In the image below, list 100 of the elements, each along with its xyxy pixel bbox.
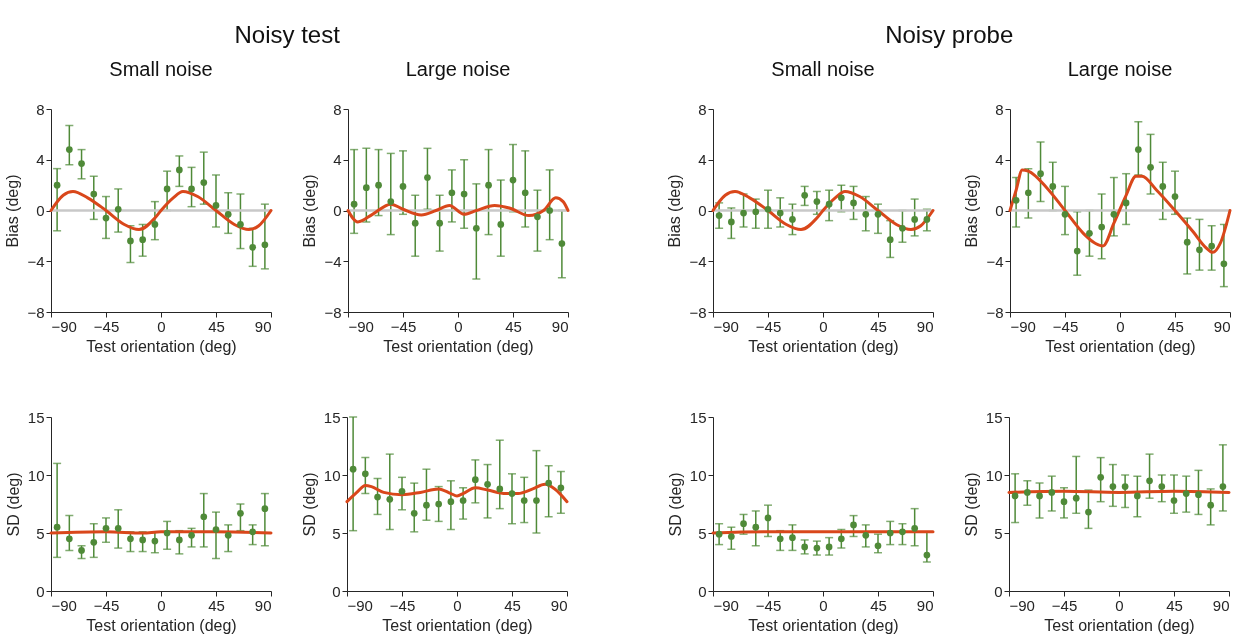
text: Noisy test [234,21,341,48]
x-tick-label: 0 [819,317,828,335]
y-tick-label: −8 [324,303,342,321]
y-tick-label: 4 [698,151,707,169]
x-tick-label: 45 [870,317,887,335]
x-tick-label: 90 [254,596,272,614]
x-tick-label: 45 [208,596,225,614]
y-tick-label: 5 [36,524,45,542]
y-tick-label: −8 [27,303,45,321]
x-axis-title: Test orientation (deg) [748,616,899,634]
x-tick-label: 45 [1166,596,1183,614]
x-tick-label: 0 [1116,317,1125,335]
y-tick-label: −8 [986,303,1004,321]
x-tick-label: 90 [254,317,272,335]
x-axis-title: Test orientation (deg) [382,616,533,634]
y-tick-label: 5 [698,524,707,542]
x-axis-title: Test orientation (deg) [1044,616,1195,634]
x-tick-label: −45 [1052,317,1079,335]
y-tick-label: 0 [36,202,45,219]
x-axis-title: Test orientation (deg) [1045,337,1196,355]
x-tick-label: −90 [347,596,373,614]
x-tick-label: 90 [1212,596,1230,614]
y-tick-label: 4 [333,151,342,169]
x-tick-label: 90 [551,317,569,335]
y-tick-label: 4 [995,151,1004,169]
x-tick-label: −90 [1010,317,1036,335]
y-tick-label: 5 [332,524,341,542]
chart-title: Small noise [109,58,213,80]
y-tick-label: 0 [332,582,341,600]
x-tick-label: −45 [93,596,120,614]
y-tick-label: −4 [986,252,1004,270]
chart-title: Large noise [1067,58,1173,80]
chart-title: Large noise [405,58,511,80]
y-tick-label: 10 [323,466,341,484]
x-tick-label: 0 [1115,596,1124,614]
x-tick-label: 0 [819,596,828,614]
x-tick-label: −90 [51,317,77,335]
y-tick-label: 8 [36,100,45,118]
y-tick-label: 10 [985,466,1003,484]
x-tick-label: 45 [504,596,521,614]
chart-title: Small noise [771,58,875,80]
y-tick-label: −4 [27,252,45,270]
line-series [1008,168,1232,254]
x-tick-label: −45 [1051,596,1078,614]
x-tick-label: 45 [208,317,225,335]
x-tick-label: 90 [916,317,934,335]
y-tick-label: 15 [323,408,341,426]
y-tick-label: 8 [333,100,342,118]
y-tick-label: 15 [27,408,45,426]
x-tick-label: 90 [916,596,934,614]
x-tick-label: −45 [390,317,417,335]
y-tick-label: 0 [994,582,1003,600]
x-axis-title: Test orientation (deg) [748,337,899,355]
y-axis-title: Bias (deg) [4,174,22,248]
y-tick-label: 15 [985,408,1003,426]
y-tick-label: −8 [689,303,707,321]
y-tick-label: 5 [994,524,1003,542]
y-tick-label: 8 [995,100,1004,118]
y-axis-title: Bias (deg) [963,174,981,248]
x-tick-label: 45 [505,317,522,335]
x-axis-title: Test orientation (deg) [383,337,534,355]
x-tick-label: −45 [93,317,120,335]
y-tick-label: 0 [36,582,45,600]
x-tick-label: −90 [348,317,374,335]
y-tick-label: 0 [995,202,1004,219]
line-series [49,189,273,232]
y-tick-label: −4 [689,252,707,270]
x-tick-label: 0 [157,596,166,614]
x-tick-label: 90 [1213,317,1231,335]
text: Noisy probe [885,21,1014,48]
y-tick-label: 4 [36,151,45,169]
x-tick-label: 45 [1167,317,1184,335]
y-axis-title: Bias (deg) [666,174,684,248]
x-tick-label: 0 [454,317,463,335]
y-tick-label: 0 [333,202,342,219]
y-axis-title: SD (deg) [962,472,980,537]
x-tick-label: −90 [51,596,77,614]
x-tick-label: 90 [550,596,568,614]
x-tick-label: 0 [453,596,462,614]
y-tick-label: 10 [689,466,707,484]
y-axis-title: SD (deg) [666,472,684,537]
x-tick-label: −90 [1009,596,1035,614]
x-tick-label: −45 [755,317,782,335]
line-series [346,196,570,224]
x-axis-title: Test orientation (deg) [86,616,237,634]
x-tick-label: 45 [870,596,887,614]
x-tick-label: −45 [389,596,416,614]
y-axis-title: Bias (deg) [301,174,319,248]
y-tick-label: 10 [27,466,45,484]
x-tick-label: −90 [713,596,739,614]
line-series [711,189,935,232]
y-tick-label: −4 [324,252,342,270]
y-tick-label: 15 [689,408,707,426]
y-tick-label: 0 [698,202,707,219]
x-tick-label: 0 [157,317,166,335]
y-axis-title: SD (deg) [4,472,22,537]
x-axis-title: Test orientation (deg) [86,337,237,355]
y-tick-label: 8 [698,100,707,118]
x-tick-label: −90 [713,317,739,335]
x-tick-label: −45 [755,596,782,614]
